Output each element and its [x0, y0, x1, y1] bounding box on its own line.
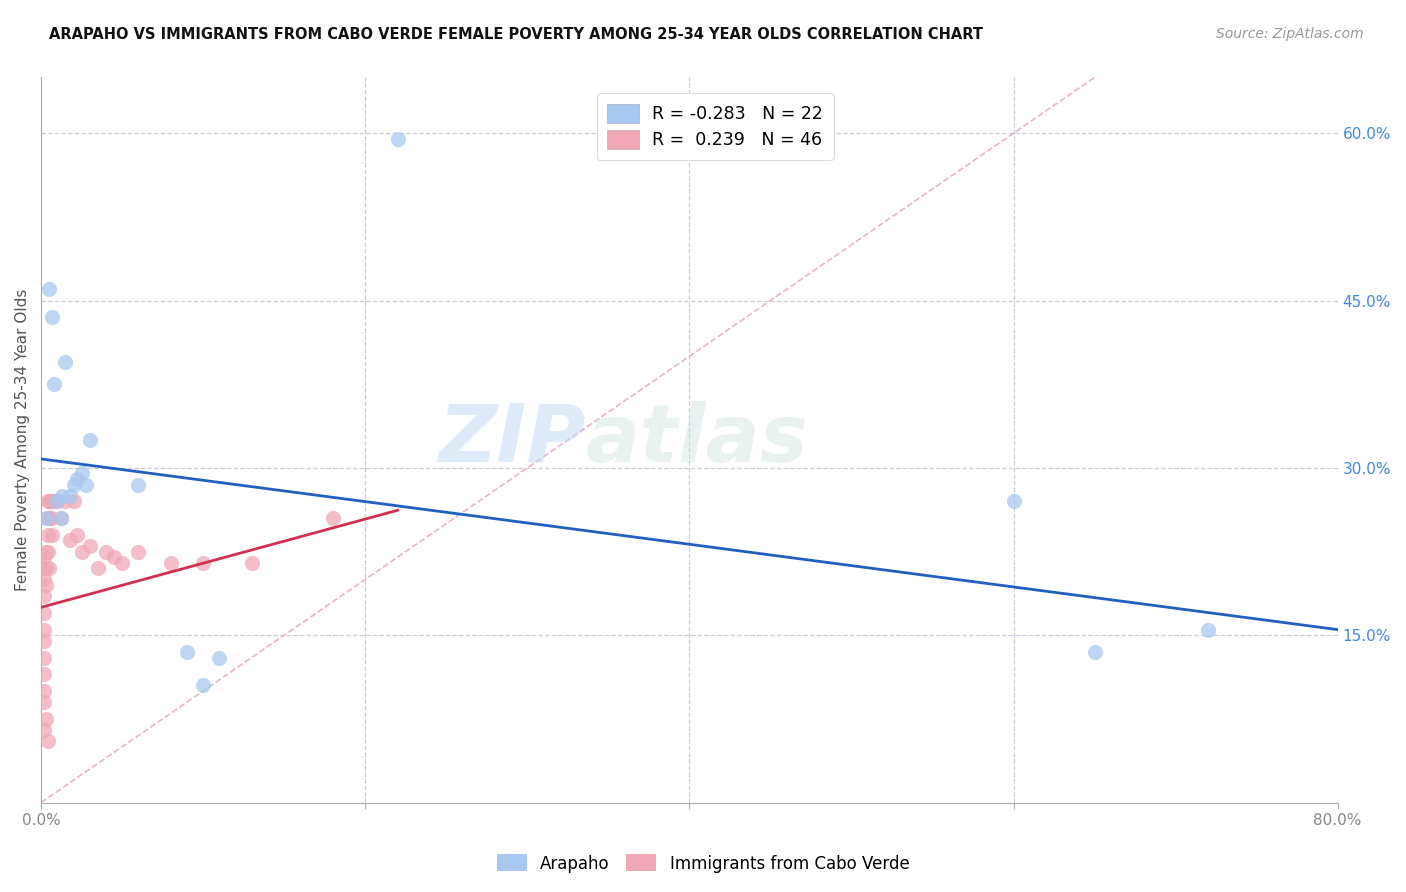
Point	[34, 667, 56, 681]
Point	[111, 556, 134, 570]
Point	[35, 578, 58, 592]
Point	[42, 494, 65, 508]
Point	[35, 511, 58, 525]
Point	[79, 433, 101, 447]
Text: atlas: atlas	[586, 401, 808, 479]
Point	[39, 511, 62, 525]
Point	[127, 477, 149, 491]
Point	[159, 556, 181, 570]
Point	[37, 734, 59, 748]
Point	[34, 650, 56, 665]
Point	[37, 494, 59, 508]
Text: ARAPAHO VS IMMIGRANTS FROM CABO VERDE FEMALE POVERTY AMONG 25-34 YEAR OLDS CORRE: ARAPAHO VS IMMIGRANTS FROM CABO VERDE FE…	[49, 27, 983, 42]
Point	[62, 494, 84, 508]
Point	[70, 544, 93, 558]
Point	[37, 528, 59, 542]
Point	[1002, 494, 1025, 508]
Point	[127, 544, 149, 558]
Y-axis label: Female Poverty Among 25-34 Year Olds: Female Poverty Among 25-34 Year Olds	[15, 289, 30, 591]
Point	[76, 477, 98, 491]
Point	[42, 377, 65, 392]
Text: ZIP: ZIP	[439, 401, 586, 479]
Point	[38, 494, 60, 508]
Point	[51, 489, 73, 503]
Point	[49, 511, 72, 525]
Point	[46, 494, 69, 508]
Point	[1197, 623, 1219, 637]
Point	[34, 633, 56, 648]
Point	[34, 623, 56, 637]
Point	[34, 684, 56, 698]
Point	[34, 561, 56, 575]
Point	[208, 650, 231, 665]
Point	[193, 678, 215, 692]
Point	[34, 723, 56, 737]
Point	[59, 489, 82, 503]
Point	[46, 494, 69, 508]
Point	[240, 556, 263, 570]
Point	[79, 539, 101, 553]
Point	[34, 606, 56, 620]
Point	[55, 355, 77, 369]
Point	[37, 511, 59, 525]
Point	[94, 544, 117, 558]
Point	[49, 511, 72, 525]
Point	[34, 695, 56, 709]
Point	[87, 561, 110, 575]
Point	[35, 544, 58, 558]
Point	[37, 544, 59, 558]
Point	[34, 573, 56, 587]
Point	[35, 561, 58, 575]
Legend: Arapaho, Immigrants from Cabo Verde: Arapaho, Immigrants from Cabo Verde	[489, 847, 917, 880]
Point	[387, 132, 409, 146]
Point	[35, 712, 58, 726]
Point	[66, 472, 89, 486]
Point	[193, 556, 215, 570]
Point	[38, 511, 60, 525]
Point	[38, 282, 60, 296]
Point	[103, 550, 125, 565]
Point	[70, 467, 93, 481]
Point	[176, 645, 198, 659]
Point	[322, 511, 344, 525]
Point	[66, 528, 89, 542]
Point	[41, 494, 63, 508]
Point	[39, 494, 62, 508]
Point	[41, 528, 63, 542]
Point	[38, 561, 60, 575]
Point	[34, 550, 56, 565]
Point	[1083, 645, 1105, 659]
Point	[59, 533, 82, 548]
Point	[41, 310, 63, 325]
Text: Source: ZipAtlas.com: Source: ZipAtlas.com	[1216, 27, 1364, 41]
Point	[62, 477, 84, 491]
Point	[34, 589, 56, 603]
Point	[55, 494, 77, 508]
Legend: R = -0.283   N = 22, R =  0.239   N = 46: R = -0.283 N = 22, R = 0.239 N = 46	[598, 94, 834, 160]
